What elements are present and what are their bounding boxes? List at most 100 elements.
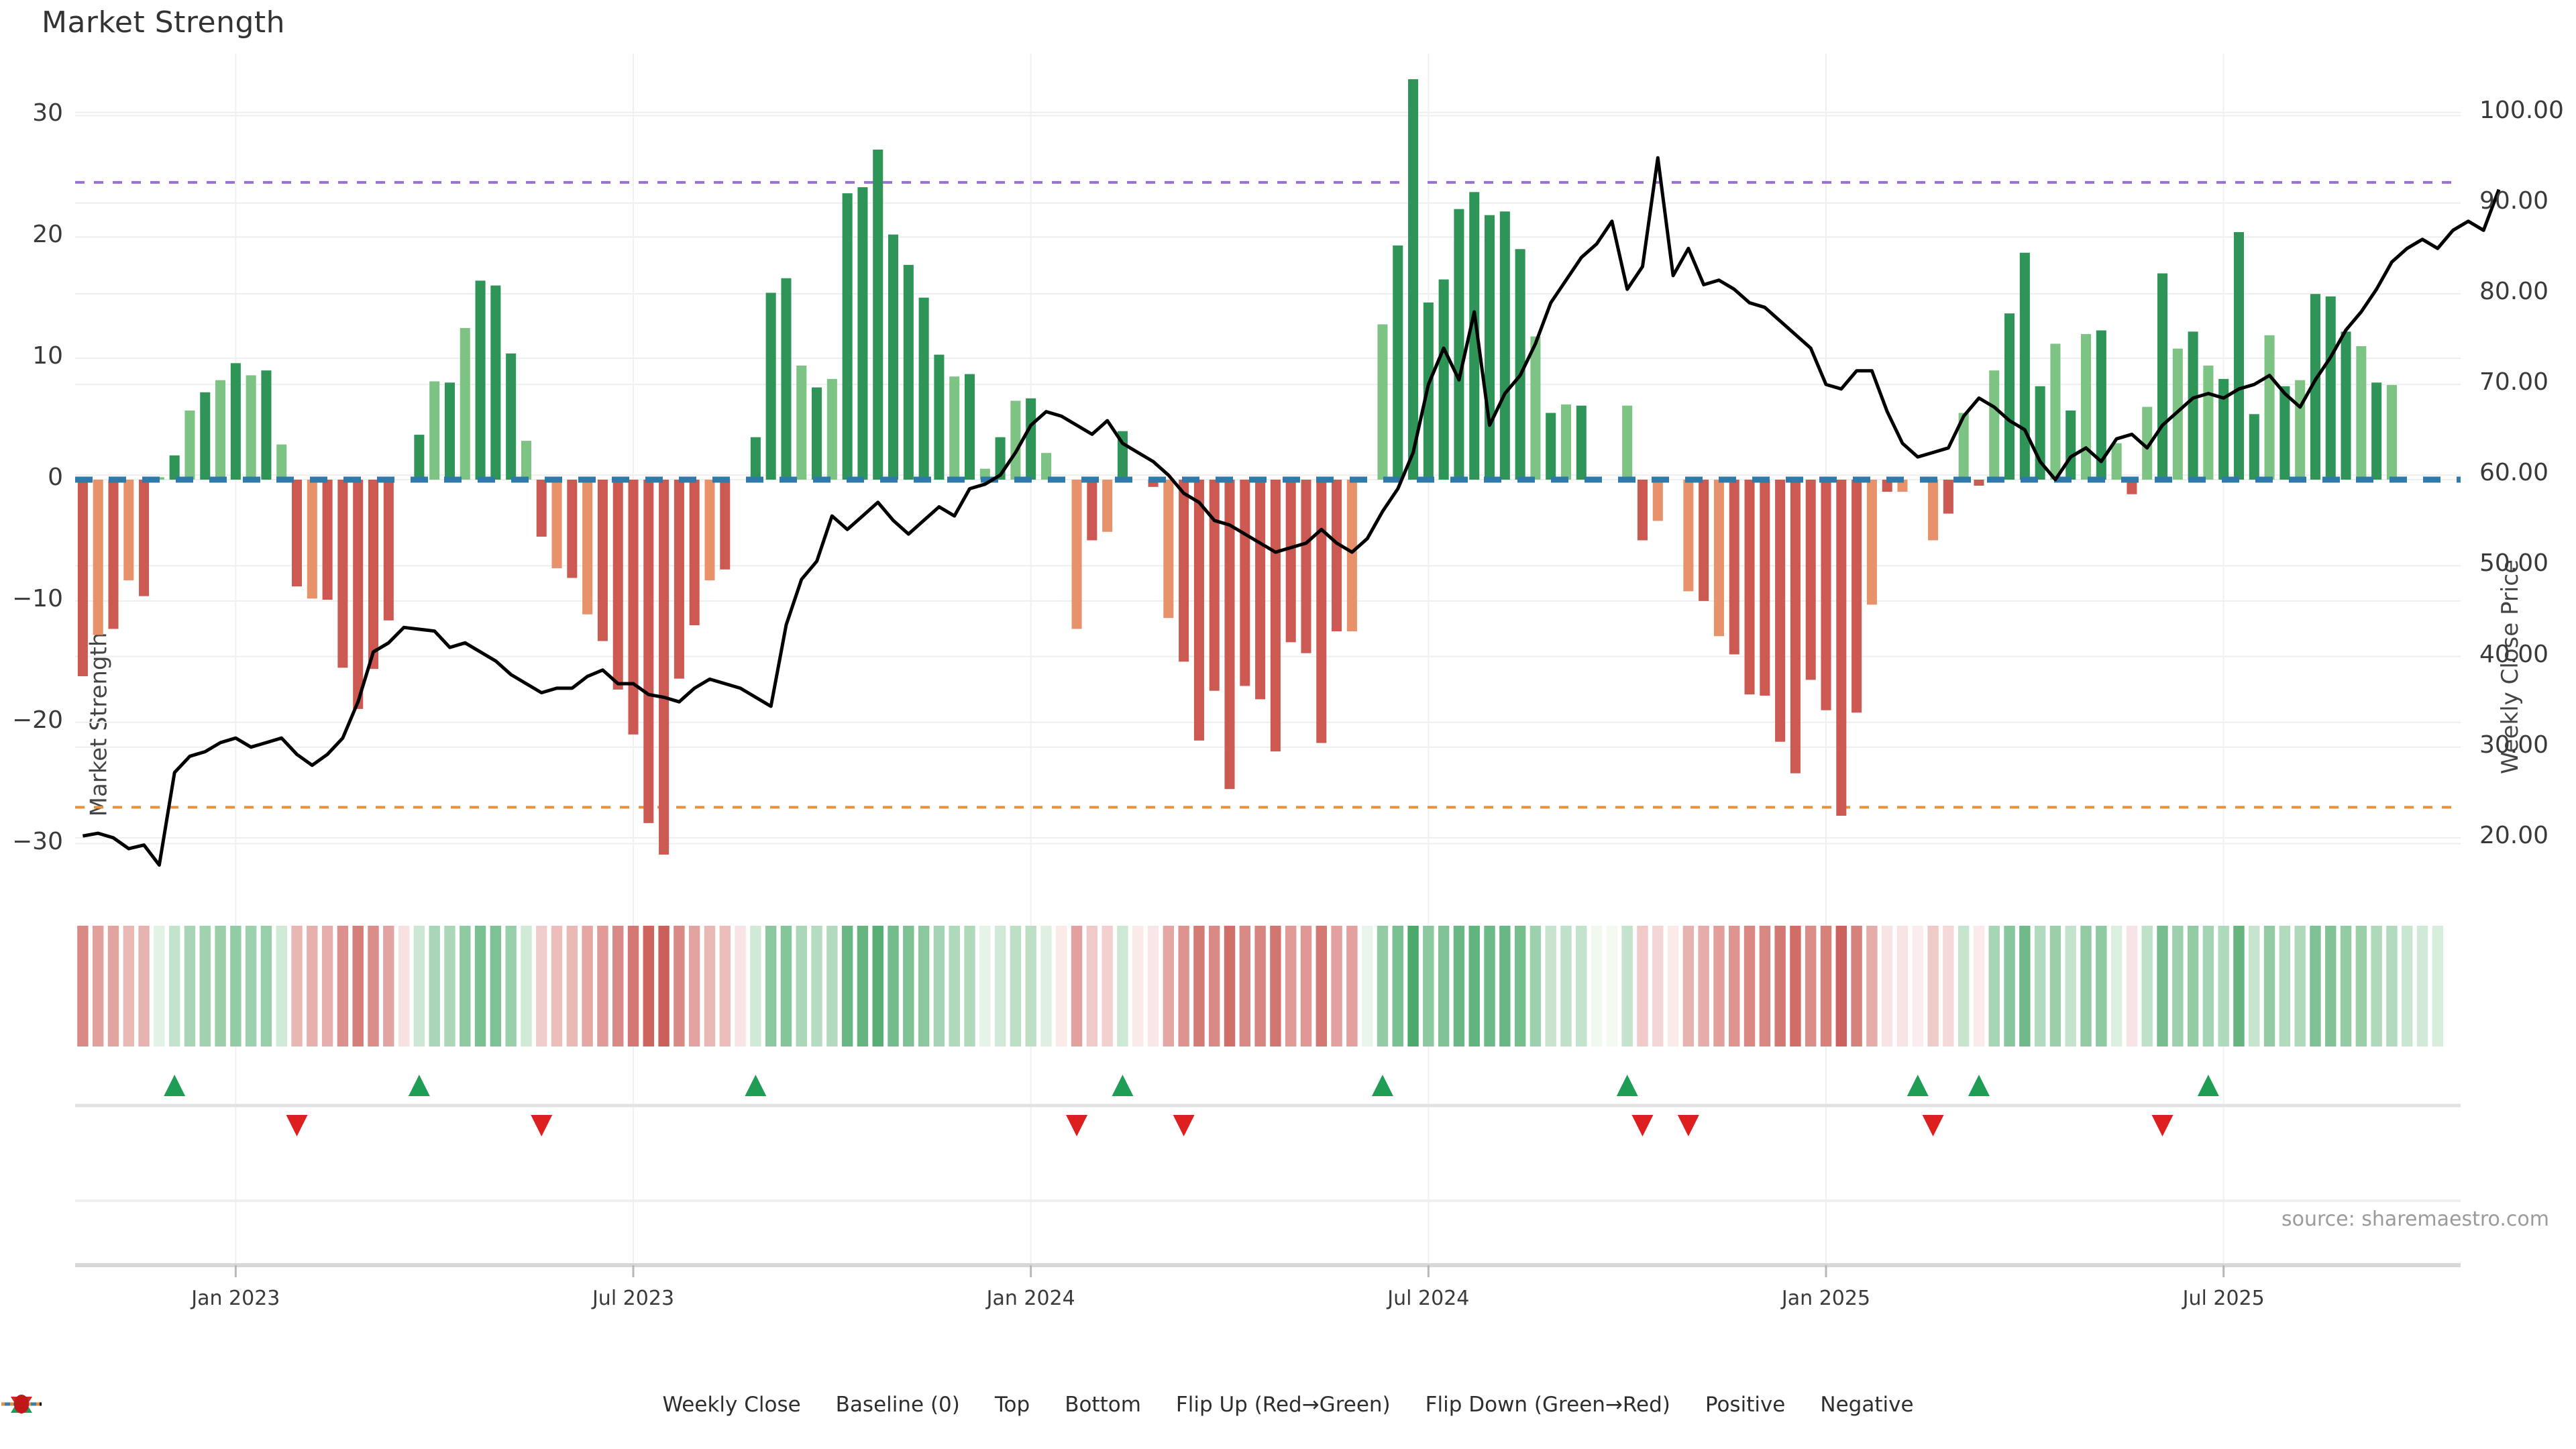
heat-strip-cell: [1943, 926, 1954, 1046]
flip-down-marker[interactable]: [531, 1115, 553, 1136]
heat-strip-cell: [1438, 926, 1450, 1046]
heat-strip-cell: [1484, 926, 1495, 1046]
heat-strip-cell: [735, 926, 746, 1046]
legend-item-baseline[interactable]: Baseline (0): [1, 1393, 960, 1417]
legend-item-flip-up[interactable]: Flip Up (Red→Green): [11, 1393, 1391, 1417]
flip-down-marker[interactable]: [2151, 1115, 2174, 1136]
bar: [750, 437, 761, 480]
legend-item-weekly-close[interactable]: Weekly Close: [1, 1393, 801, 1417]
legend-item-positive[interactable]: Positive: [14, 1393, 1785, 1417]
flip-down-marker[interactable]: [1677, 1115, 1699, 1136]
flip-down-marker[interactable]: [1066, 1115, 1088, 1136]
bar: [2233, 232, 2244, 480]
heat-strip-cell: [994, 926, 1006, 1046]
flip-up-marker[interactable]: [1907, 1075, 1929, 1096]
legend-item-flip-down[interactable]: Flip Down (Green→Red): [11, 1393, 1670, 1417]
flip-up-marker[interactable]: [408, 1075, 430, 1096]
heat-strip-cell: [2080, 926, 2092, 1046]
legend-item-bottom[interactable]: Bottom: [1, 1393, 1141, 1417]
bar: [842, 193, 853, 480]
bar: [230, 363, 241, 480]
bar: [108, 480, 119, 629]
y-tick-right: 60.00: [2479, 459, 2549, 487]
bar: [353, 480, 364, 709]
flip-up-marker[interactable]: [1371, 1075, 1393, 1096]
heat-strip-cell: [780, 926, 792, 1046]
bar: [1744, 480, 1755, 695]
bar: [2356, 346, 2367, 480]
bar: [383, 480, 394, 621]
bar: [2004, 313, 2015, 480]
flip-down-marker[interactable]: [1173, 1115, 1195, 1136]
heat-strip-cell: [536, 926, 547, 1046]
bar: [2279, 386, 2290, 480]
bar: [2371, 382, 2382, 480]
y-tick-left: −30: [12, 827, 63, 855]
flip-down-marker[interactable]: [1922, 1115, 1944, 1136]
bar: [812, 387, 822, 480]
flip-up-marker[interactable]: [164, 1075, 186, 1096]
bar: [1897, 480, 1908, 492]
heat-strip-cell: [230, 926, 241, 1046]
bar: [1576, 405, 1587, 480]
heat-strip-cell: [1132, 926, 1144, 1046]
heat-strip-cell: [215, 926, 226, 1046]
bar: [1974, 480, 1984, 486]
heat-strip-cell: [490, 926, 502, 1046]
bar: [506, 353, 517, 480]
x-tick-label: Jul 2025: [2182, 1287, 2265, 1310]
bar: [292, 480, 303, 587]
legend-item-negative[interactable]: Negative: [14, 1393, 1914, 1417]
flip-up-marker[interactable]: [2197, 1075, 2219, 1096]
flip-up-marker[interactable]: [745, 1075, 767, 1096]
bar: [444, 382, 455, 480]
y-tick-right: 50.00: [2479, 549, 2549, 578]
heat-strip-cell: [643, 926, 655, 1046]
flip-up-marker[interactable]: [1616, 1075, 1638, 1096]
bar: [873, 150, 883, 480]
legend-label: Flip Up (Red→Green): [1175, 1393, 1391, 1417]
flip-down-marker[interactable]: [286, 1115, 308, 1136]
heat-strip-cell: [1377, 926, 1389, 1046]
bar: [689, 480, 700, 626]
heat-strip-cell: [582, 926, 593, 1046]
bar: [1821, 480, 1831, 710]
heat-strip-cell: [2249, 926, 2260, 1046]
source-note: source: sharemaestro.com: [2282, 1208, 2549, 1231]
heat-strip-cell: [2340, 926, 2352, 1046]
bar: [368, 480, 379, 669]
bar: [490, 285, 501, 480]
negative-icon: [14, 1395, 29, 1413]
bar: [184, 410, 195, 480]
bar: [414, 435, 425, 480]
heat-strip-cell: [505, 926, 517, 1046]
flip-up-marker[interactable]: [1968, 1075, 1990, 1096]
heat-strip-cell: [674, 926, 685, 1046]
heat-strip-cell: [826, 926, 838, 1046]
legend-label: Weekly Close: [662, 1393, 801, 1417]
heat-strip-cell: [1331, 926, 1342, 1046]
legend-item-top[interactable]: Top: [1, 1393, 1030, 1417]
heat-strip-cell: [1713, 926, 1725, 1046]
heat-strip-cell: [154, 926, 165, 1046]
bar: [1179, 480, 1189, 662]
heat-strip-cell: [337, 926, 349, 1046]
heat-strip-cell: [1071, 926, 1083, 1046]
heat-strip-cell: [1224, 926, 1236, 1046]
bar: [1851, 480, 1862, 713]
flip-down-marker[interactable]: [1631, 1115, 1654, 1136]
y-tick-left: 10: [32, 342, 63, 370]
flip-up-marker[interactable]: [1112, 1075, 1134, 1096]
bar: [1485, 215, 1495, 480]
bar: [597, 480, 608, 641]
bar: [781, 278, 792, 480]
bar: [1270, 480, 1281, 752]
heat-strip-cell: [1316, 926, 1327, 1046]
legend-label: Baseline (0): [835, 1393, 960, 1417]
bar: [1943, 480, 1953, 514]
heat-strip-cell: [1453, 926, 1465, 1046]
bar: [659, 480, 669, 855]
bar: [2019, 252, 2030, 480]
bar: [77, 480, 88, 677]
y-tick-left: 0: [48, 464, 63, 491]
